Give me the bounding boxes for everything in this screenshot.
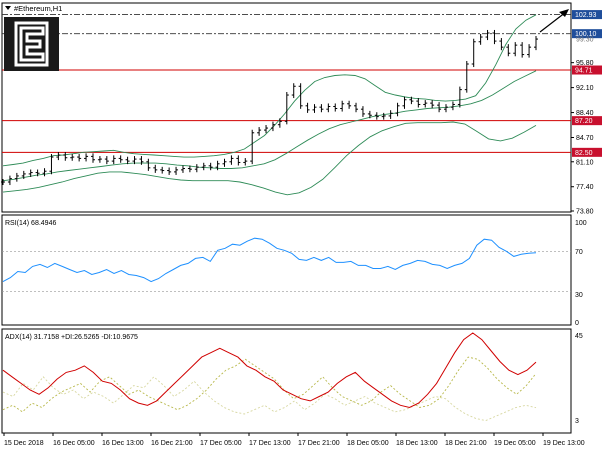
rsi-series — [2, 237, 571, 293]
rsi-label: RSI(14) 68.4946 — [5, 220, 56, 227]
rsi-line — [2, 237, 537, 283]
rsi-level-70: 70 — [575, 249, 583, 256]
symbol-title: #Ethereum,H1 — [14, 4, 62, 13]
adx-label: ADX(14) 31.7158 +DI:26.5265 -DI:10.9675 — [5, 334, 138, 341]
resistance-price-tag-2: 82.50 — [575, 150, 593, 157]
adx-level-45: 45 — [575, 333, 583, 340]
adx-panel[interactable]: ADX(14) 31.7158 +DI:26.5265 -DI:10.9675 … — [1, 328, 583, 434]
rsi-level-30: 30 — [575, 292, 583, 299]
price-tick-label: 84.70 — [576, 135, 594, 142]
scroll-arrow-icon[interactable] — [539, 9, 569, 33]
time-tick-label: 19 Dec 13:00 — [543, 440, 585, 447]
time-tick-label: 16 Dec 13:00 — [102, 440, 144, 447]
current-price-tag-0-bg — [572, 10, 602, 20]
resistance-price-tag-0-bg — [572, 65, 602, 75]
rsi-level-100: 100 — [575, 220, 587, 227]
time-tick-label: 18 Dec 05:00 — [347, 440, 389, 447]
price-tick-label: 88.40 — [576, 110, 594, 117]
price-tick-label: 92.10 — [576, 85, 594, 92]
current-price-tag-1: 100.10 — [575, 31, 597, 38]
time-tick-label: 18 Dec 21:00 — [445, 440, 487, 447]
time-tick-label: 18 Dec 13:00 — [396, 440, 438, 447]
price-tick-label: 81.10 — [576, 159, 594, 166]
bollinger-lower-band — [2, 121, 537, 196]
logo-box — [4, 17, 59, 71]
price-tick-label: 95.80 — [576, 60, 594, 67]
current-price-tag-1-bg — [572, 29, 602, 39]
current-price-tag-0: 102.93 — [575, 12, 597, 19]
price-series — [1, 14, 571, 196]
resistance-price-tag-0: 94.71 — [575, 68, 593, 75]
rsi-axis: 100 70 30 0 — [575, 220, 587, 327]
adx-line — [2, 332, 537, 409]
di-minus-line — [2, 376, 537, 422]
title-bar[interactable]: #Ethereum,H1 — [5, 4, 62, 13]
time-tick-label: 15 Dec 2018 — [4, 440, 44, 447]
adx-axis: 45 3 — [575, 333, 583, 425]
price-tick-label: 73.80 — [576, 209, 594, 216]
brand-logo — [4, 17, 59, 71]
time-tick-label: 16 Dec 05:00 — [53, 440, 95, 447]
time-tick-label: 17 Dec 13:00 — [249, 440, 291, 447]
resistance-price-tag-1: 87.20 — [575, 118, 593, 125]
logo-mark-icon — [14, 21, 49, 67]
triangle-down-icon[interactable] — [5, 6, 11, 10]
resistance-price-tag-1-bg — [572, 116, 602, 126]
time-tick-label: 17 Dec 05:00 — [200, 440, 242, 447]
adx-series — [2, 332, 537, 422]
price-axis: 95.80 92.10 88.40 84.70 81.10 77.40 73.80 102.9… — [571, 10, 602, 216]
time-axis: 15 Dec 2018 16 Dec 05:00 16 Dec 13:00 16 De… — [3, 433, 585, 447]
resistance-price-tag-2-bg — [572, 147, 602, 157]
rsi-level-0: 0 — [575, 320, 579, 327]
bid-price-label: 99.30 — [576, 37, 594, 44]
time-tick-label: 19 Dec 05:00 — [494, 440, 536, 447]
price-panel[interactable]: #Ethereum,H1 95.80 92.10 88.40 84.70 81.10 77… — [1, 2, 602, 216]
time-tick-label: 17 Dec 21:00 — [298, 440, 340, 447]
rsi-panel[interactable]: RSI(14) 68.4946 100 70 30 0 — [1, 214, 587, 327]
bollinger-upper-band — [2, 14, 537, 167]
di-plus-line — [2, 356, 537, 413]
rsi-panel-frame — [1, 214, 572, 326]
time-tick-label: 16 Dec 21:00 — [151, 440, 193, 447]
price-tick-label: 77.40 — [576, 184, 594, 191]
adx-level-3: 3 — [575, 418, 579, 425]
adx-panel-frame — [1, 328, 572, 434]
